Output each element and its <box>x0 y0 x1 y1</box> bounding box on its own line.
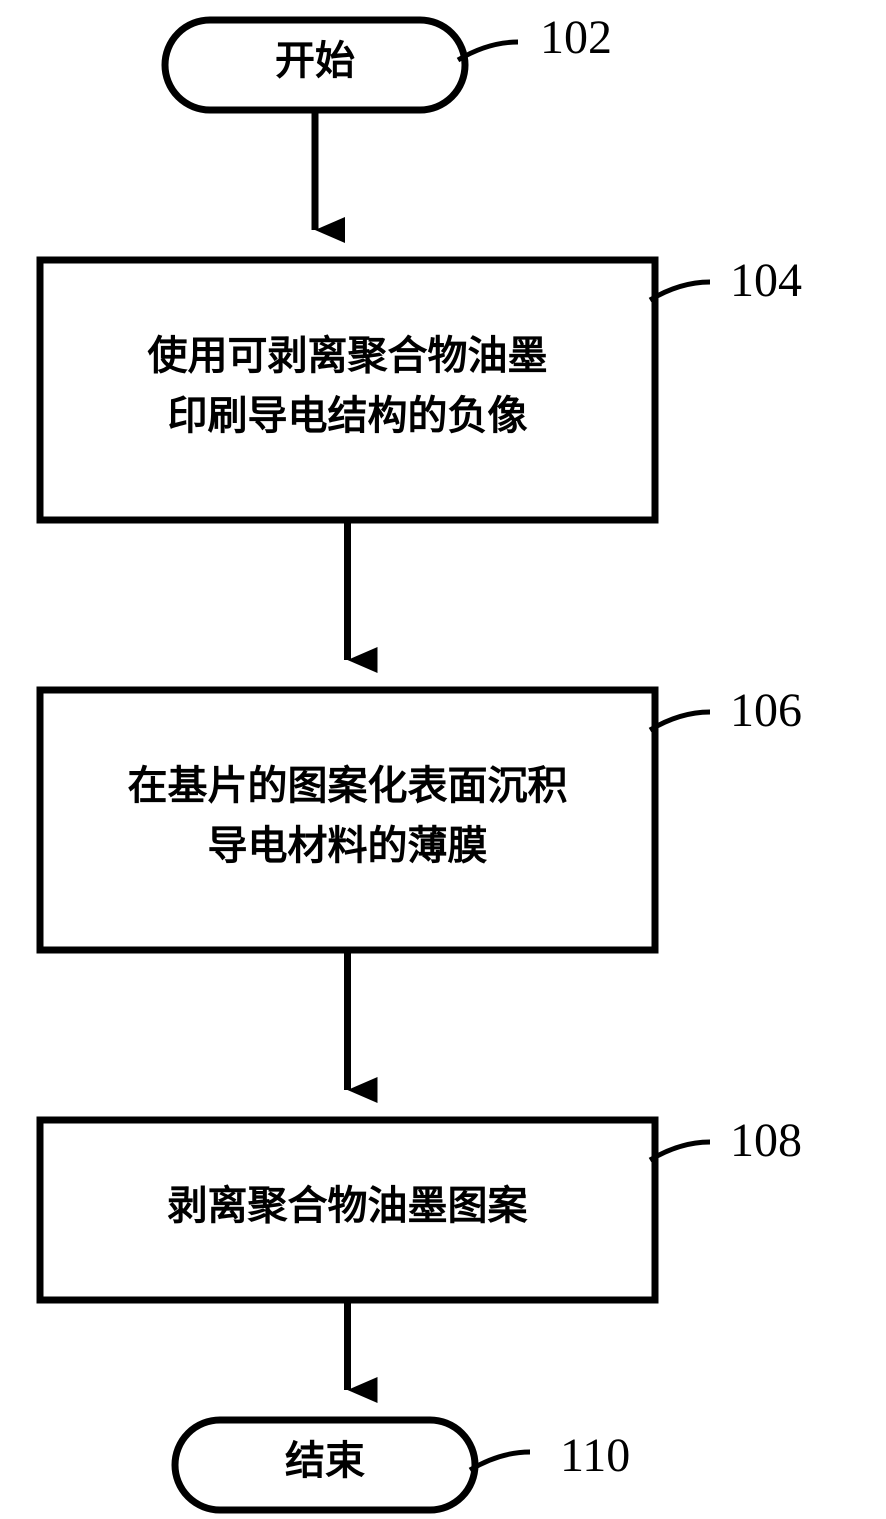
flow-node-label: 102 <box>540 11 612 64</box>
flow-node-end: 结束 110 <box>175 1420 630 1510</box>
flow-node-text: 导电材料的薄膜 <box>208 823 488 868</box>
flow-node-step3: 剥离聚合物油墨图案 108 <box>40 1114 802 1300</box>
flow-node-start: 开始 102 <box>165 11 612 110</box>
flow-node-text: 开始 <box>275 38 355 83</box>
flow-node-label: 108 <box>730 1114 802 1167</box>
flow-node-step1: 使用可剥离聚合物油墨印刷导电结构的负像 104 <box>40 254 802 520</box>
flow-node-text: 印刷导电结构的负像 <box>168 393 528 438</box>
flow-node-label: 106 <box>730 684 802 737</box>
flow-node-text: 结束 <box>285 1438 365 1483</box>
flow-node-text: 在基片的图案化表面沉积 <box>128 763 568 808</box>
flow-node-label: 110 <box>560 1429 630 1482</box>
flow-node-text: 剥离聚合物油墨图案 <box>168 1183 529 1228</box>
flow-node-text: 使用可剥离聚合物油墨 <box>148 333 548 378</box>
flow-node-label: 104 <box>730 254 802 307</box>
flowchart-svg: 开始 102 使用可剥离聚合物油墨印刷导电结构的负像 104 在基片的图案化表面沉积导电… <box>0 0 886 1519</box>
flow-node-step2: 在基片的图案化表面沉积导电材料的薄膜 106 <box>40 684 802 950</box>
